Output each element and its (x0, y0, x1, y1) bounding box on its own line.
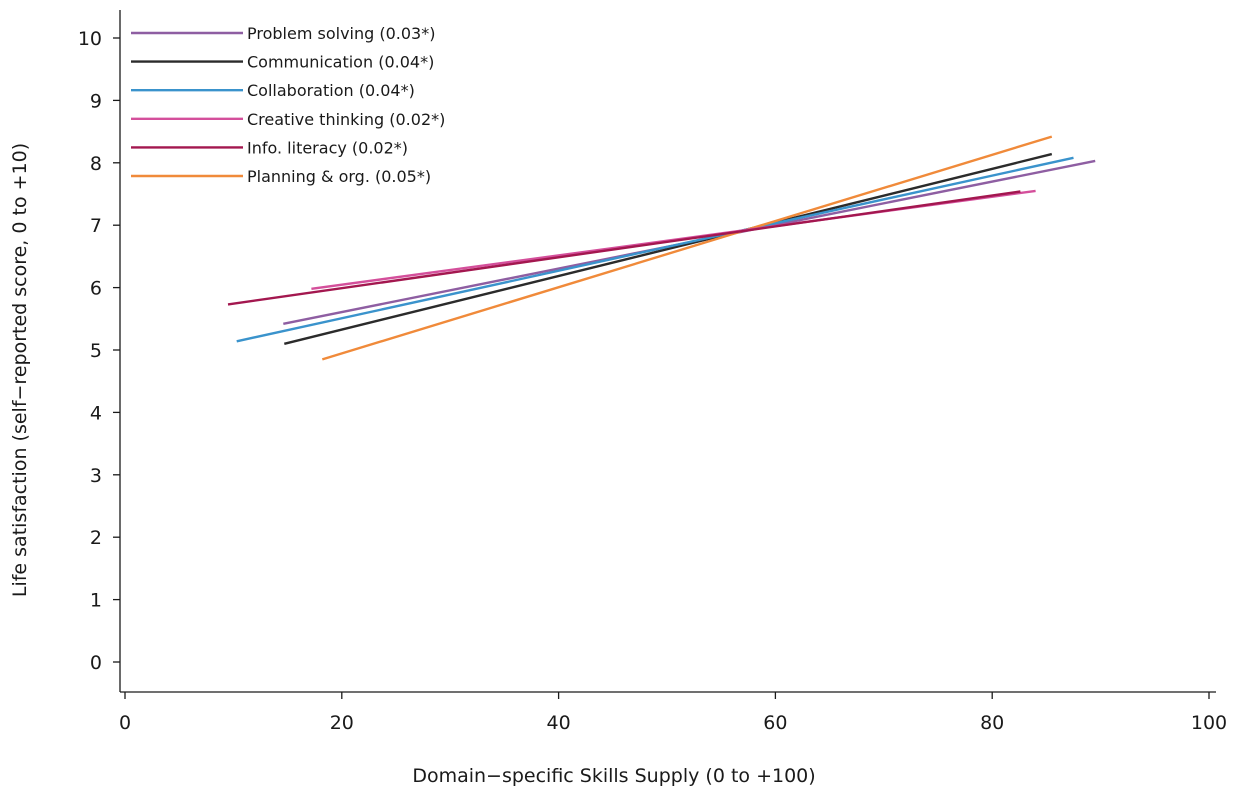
x-tick-label: 0 (119, 712, 131, 734)
x-tick-label: 40 (547, 712, 571, 734)
y-tick-label: 8 (90, 153, 102, 175)
legend-label: Creative thinking (0.02*) (247, 110, 445, 129)
y-tick-label: 0 (90, 652, 102, 674)
series-line-5 (321, 135, 1053, 361)
x-tick-label: 20 (330, 712, 354, 734)
y-tick-label: 4 (90, 402, 102, 424)
x-axis-title: Domain−specific Skills Supply (0 to +100… (412, 765, 815, 787)
y-tick-label: 2 (90, 527, 102, 549)
x-tick-label: 60 (763, 712, 787, 734)
x-tick-label: 100 (1191, 712, 1227, 734)
series-line-2 (236, 156, 1074, 343)
y-tick-label: 10 (78, 28, 102, 50)
legend: Problem solving (0.03*) Communication (0.… (131, 24, 445, 186)
legend-label: Planning & org. (0.05*) (247, 167, 431, 186)
series-line-4 (227, 190, 1021, 306)
y-tick-label: 7 (90, 215, 102, 237)
y-tick-label: 9 (90, 90, 102, 112)
y-ticks: 0 1 2 3 4 5 6 7 8 9 10 (78, 28, 120, 674)
legend-label: Info. literacy (0.02*) (247, 138, 408, 157)
series-lines (227, 135, 1096, 361)
series-line-1 (284, 152, 1053, 345)
y-tick-label: 1 (90, 590, 102, 612)
y-axis-title: Life satisfaction (self−reported score, … (9, 143, 31, 597)
legend-label: Collaboration (0.04*) (247, 81, 415, 100)
legend-label: Communication (0.04*) (247, 53, 434, 72)
y-tick-label: 6 (90, 278, 102, 300)
x-tick-label: 80 (980, 712, 1004, 734)
y-tick-label: 3 (90, 465, 102, 487)
y-tick-label: 5 (90, 340, 102, 362)
x-ticks: 0 20 40 60 80 100 (119, 692, 1227, 734)
legend-label: Problem solving (0.03*) (247, 24, 435, 43)
